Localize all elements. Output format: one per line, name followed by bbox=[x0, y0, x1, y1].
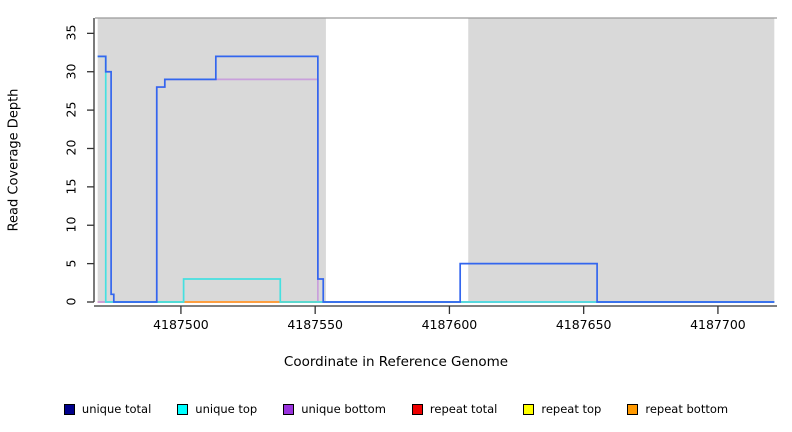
shaded-region bbox=[468, 18, 775, 302]
x-axis-title: Coordinate in Reference Genome bbox=[283, 354, 509, 370]
y-tick-label: 5 bbox=[63, 259, 79, 268]
legend-item-unique-bottom[interactable]: unique bottom bbox=[283, 403, 386, 415]
y-tick-label: 20 bbox=[63, 140, 79, 156]
y-tick-label: 30 bbox=[63, 63, 79, 80]
axis-lines bbox=[87, 18, 777, 314]
legend-label: unique bottom bbox=[301, 402, 386, 416]
legend-item-repeat-total[interactable]: repeat total bbox=[411, 402, 498, 416]
x-tick-label: 4187600 bbox=[421, 317, 478, 332]
legend-label: unique total bbox=[81, 402, 152, 416]
x-tick-label: 4187500 bbox=[153, 317, 209, 332]
legend-swatch-icon bbox=[283, 403, 295, 415]
y-tick-label: 35 bbox=[63, 24, 79, 41]
legend-item-unique-total[interactable]: unique total bbox=[63, 402, 152, 416]
legend-swatch-icon bbox=[63, 403, 75, 415]
series-line-unique-total bbox=[97, 55, 775, 303]
legend-label: unique top bbox=[195, 402, 258, 416]
legend-label: repeat top bbox=[541, 402, 602, 416]
data-series-layer bbox=[97, 55, 775, 303]
x-tick-label: 4187650 bbox=[555, 317, 612, 332]
y-tick-label: 0 bbox=[63, 297, 79, 306]
legend-swatch-icon bbox=[627, 403, 639, 415]
shaded-regions bbox=[95, 17, 777, 302]
series-line-unique-top bbox=[97, 55, 775, 303]
legend-item-repeat-bottom[interactable]: repeat bottom bbox=[627, 403, 728, 415]
y-tick-label: 25 bbox=[63, 101, 79, 118]
legend-swatch-icon bbox=[411, 403, 423, 415]
y-axis-title: Read Coverage Depth bbox=[6, 88, 22, 232]
x-tick-label: 4187550 bbox=[287, 317, 343, 332]
legend-label: repeat total bbox=[429, 402, 498, 416]
y-tick-label: 15 bbox=[63, 178, 79, 195]
legend-swatch-icon bbox=[177, 403, 189, 415]
legend-swatch-icon bbox=[523, 403, 535, 415]
y-tick-label: 10 bbox=[63, 216, 79, 233]
legend-item-repeat-top[interactable]: repeat top bbox=[523, 403, 601, 415]
legend-label: repeat bottom bbox=[645, 402, 729, 416]
legend-item-unique-top[interactable]: unique top bbox=[177, 403, 257, 415]
chart-legend: unique total unique top unique bottom repea… bbox=[0, 398, 792, 420]
x-tick-label: 4187700 bbox=[690, 317, 746, 332]
shaded-region bbox=[97, 18, 326, 302]
